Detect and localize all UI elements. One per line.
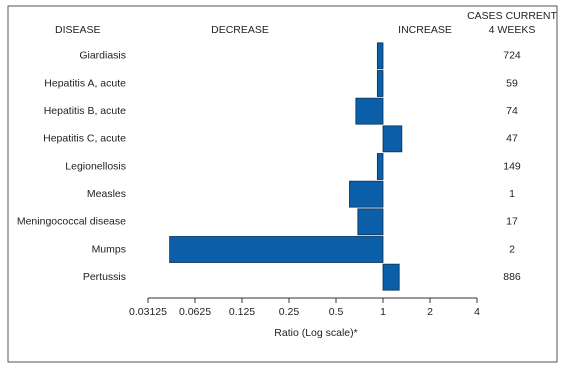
bar: [376, 42, 384, 70]
y-tick-label: Meningococcal disease: [17, 216, 126, 228]
y-tick-label: Hepatitis B, acute: [44, 105, 126, 117]
header-disease: DISEASE: [55, 24, 101, 36]
header-increase: INCREASE: [398, 24, 452, 36]
cases-value: 59: [506, 77, 518, 89]
y-tick-label: Giardiasis: [79, 50, 126, 62]
x-tick-label: 1: [380, 306, 386, 318]
x-tick-label: 2: [427, 306, 433, 318]
bar: [376, 70, 384, 97]
frame: [7, 5, 558, 363]
bar: [357, 208, 384, 236]
bar: [349, 180, 384, 208]
y-tick-label: Hepatitis C, acute: [43, 133, 126, 145]
x-tick-label: 0.0625: [179, 306, 211, 318]
y-tick-label: Mumps: [92, 243, 126, 255]
cases-value: 47: [506, 133, 518, 145]
y-tick-label: Legionellosis: [65, 160, 126, 172]
cases-value: 149: [503, 160, 521, 172]
y-tick-label: Pertussis: [83, 271, 126, 283]
cases-value: 724: [503, 50, 521, 62]
x-tick-label: 0.5: [329, 306, 344, 318]
x-axis-label: Ratio (Log scale)*: [274, 327, 357, 339]
bar: [376, 153, 384, 180]
y-tick-label: Hepatitis A, acute: [44, 77, 126, 89]
x-tick-label: 0.25: [279, 306, 300, 318]
bar: [382, 125, 403, 153]
header-cases: CASES CURRENT: [467, 10, 557, 22]
y-tick-label: Measles: [87, 188, 126, 200]
x-tick-label: 0.125: [229, 306, 255, 318]
cases-value: 2: [509, 243, 515, 255]
header-decrease: DECREASE: [211, 24, 269, 36]
cases-value: 17: [506, 216, 518, 228]
bar: [355, 97, 384, 125]
header-cases: 4 WEEKS: [489, 24, 536, 36]
x-tick-label: 0.03125: [129, 306, 167, 318]
x-tick-label: 4: [474, 306, 480, 318]
cases-value: 886: [503, 271, 521, 283]
bar: [169, 236, 384, 263]
bar: [382, 263, 400, 291]
cases-value: 1: [509, 188, 515, 200]
cases-value: 74: [506, 105, 518, 117]
